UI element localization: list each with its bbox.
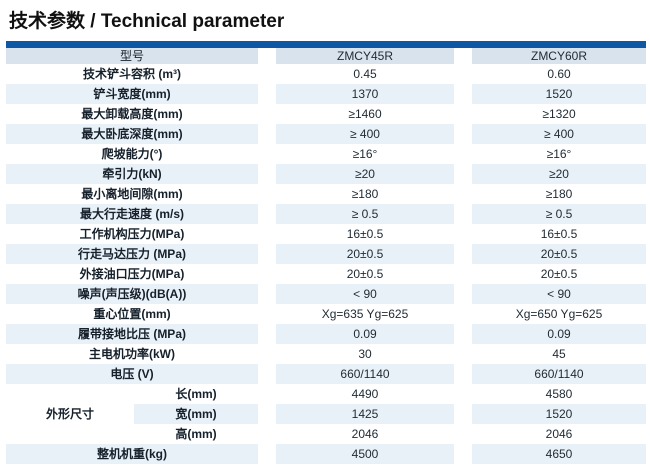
cell-value-zmcy60r: 2046 [454, 424, 646, 444]
cell-value-zmcy45r: 1425 [258, 404, 454, 424]
cell-value-zmcy60r: 45 [454, 344, 646, 364]
header-model-zmcy45r: ZMCY45R [258, 48, 454, 64]
table-row: 外接油口压力(MPa) 20±0.5 20±0.5 [6, 264, 646, 284]
cell-value-zmcy60r: 1520 [454, 404, 646, 424]
cell-value-zmcy45r: 2046 [258, 424, 454, 444]
row-label: 技术铲斗容积 (m³) [83, 67, 181, 81]
table-row: 重心位置(mm) Xg=635 Yg=625 Xg=650 Yg=625 [6, 304, 646, 324]
row-label: 最大行走速度 (m/s) [6, 204, 258, 224]
table-row: 整机机重(kg) 4500 4650 [6, 444, 646, 464]
cell-value-zmcy60r: 660/1140 [454, 364, 646, 384]
row-label: 爬坡能力(°) [101, 147, 163, 161]
table-row: 履带接地比压 (MPa) 0.09 0.09 [6, 324, 646, 344]
table-row: 噪声(声压级)(dB(A)) < 90 < 90 [6, 284, 646, 304]
table-accent-bar [6, 41, 646, 48]
table-row: 最大卧底深度(mm) ≥ 400 ≥ 400 [6, 124, 646, 144]
cell-value-zmcy60r: 1520 [454, 84, 646, 104]
cell-value-zmcy45r: ≥180 [258, 184, 454, 204]
table-row: 最大行走速度 (m/s) ≥ 0.5 ≥ 0.5 [6, 204, 646, 224]
table-header-row: 型号 ZMCY45R ZMCY60R [6, 48, 646, 64]
row-label: 噪声(声压级)(dB(A)) [6, 284, 258, 304]
table-body: 技术铲斗容积 (m³) 0.45 0.60 铲斗宽度(mm) 1370 1520 最大卸载高… [6, 64, 646, 464]
cell-value-zmcy45r: ≥20 [258, 164, 454, 184]
cell-value-zmcy60r: 0.60 [454, 64, 646, 84]
cell-value-zmcy45r: 660/1140 [258, 364, 454, 384]
cell-value-zmcy60r: ≥180 [454, 184, 646, 204]
dimension-row-label: 宽(mm) [134, 404, 258, 424]
row-label: 履带接地比压 (MPa) [6, 324, 258, 344]
row-label: 最大卸载高度(mm) [81, 107, 183, 121]
cell-value-zmcy45r: 4490 [258, 384, 454, 404]
table-row: 工作机构压力(MPa) 16±0.5 16±0.5 [6, 224, 646, 244]
cell-value-zmcy60r: 0.09 [454, 324, 646, 344]
cell-value-zmcy60r: < 90 [454, 284, 646, 304]
cell-value-zmcy45r: 30 [258, 344, 454, 364]
cell-value-zmcy45r: ≥ 400 [258, 124, 454, 144]
cell-value-zmcy60r: ≥1320 [454, 104, 646, 124]
table-row: 爬坡能力(°) ≥16° ≥16° [6, 144, 646, 164]
cell-value-zmcy45r: 20±0.5 [258, 264, 454, 284]
dimension-row-label: 高(mm) [175, 427, 217, 441]
cell-value-zmcy60r: 4650 [454, 444, 646, 464]
table-row: 最小离地间隙(mm) ≥180 ≥180 [6, 184, 646, 204]
cell-value-zmcy60r: 20±0.5 [454, 244, 646, 264]
cell-value-zmcy45r: 0.09 [258, 324, 454, 344]
dimension-row-label: 长(mm) [175, 387, 217, 401]
header-model-zmcy60r: ZMCY60R [454, 48, 646, 64]
row-label: 铲斗宽度(mm) [6, 84, 258, 104]
row-label: 重心位置(mm) [93, 307, 171, 321]
row-label: 行走马达压力 (MPa) [6, 244, 258, 264]
table-row: 技术铲斗容积 (m³) 0.45 0.60 [6, 64, 646, 84]
cell-value-zmcy45r: 0.45 [258, 64, 454, 84]
row-label: 外接油口压力(MPa) [79, 267, 185, 281]
technical-parameter-table: 型号 ZMCY45R ZMCY60R 技术铲斗容积 (m³) 0.45 0.60 铲斗… [6, 41, 646, 464]
table-row: 主电机功率(kW) 30 45 [6, 344, 646, 364]
cell-value-zmcy45r: 1370 [258, 84, 454, 104]
cell-value-zmcy45r: ≥ 0.5 [258, 204, 454, 224]
cell-value-zmcy60r: ≥ 400 [454, 124, 646, 144]
row-label: 最小离地间隙(mm) [81, 187, 183, 201]
weight-row-label: 整机机重(kg) [6, 444, 258, 464]
cell-value-zmcy45r: ≥16° [258, 144, 454, 164]
page-title: 技术参数 / Technical parameter [9, 11, 285, 32]
cell-value-zmcy60r: 20±0.5 [454, 264, 646, 284]
row-label: 主电机功率(kW) [89, 347, 175, 361]
cell-value-zmcy60r: 4580 [454, 384, 646, 404]
cell-value-zmcy60r: ≥20 [454, 164, 646, 184]
table-row: 铲斗宽度(mm) 1370 1520 [6, 84, 646, 104]
table-row: 电压 (V) 660/1140 660/1140 [6, 364, 646, 384]
cell-value-zmcy60r: ≥16° [454, 144, 646, 164]
row-label: 牵引力(kN) [6, 164, 258, 184]
cell-value-zmcy60r: Xg=650 Yg=625 [454, 304, 646, 324]
table-row: 行走马达压力 (MPa) 20±0.5 20±0.5 [6, 244, 646, 264]
cell-value-zmcy45r: 16±0.5 [258, 224, 454, 244]
cell-value-zmcy45r: Xg=635 Yg=625 [258, 304, 454, 324]
cell-value-zmcy45r: < 90 [258, 284, 454, 304]
cell-value-zmcy45r: ≥1460 [258, 104, 454, 124]
table-row: 牵引力(kN) ≥20 ≥20 [6, 164, 646, 184]
cell-value-zmcy60r: ≥ 0.5 [454, 204, 646, 224]
row-label: 电压 (V) [6, 364, 258, 384]
cell-value-zmcy60r: 16±0.5 [454, 224, 646, 244]
cell-value-zmcy45r: 4500 [258, 444, 454, 464]
dimension-group: 外形尺寸 长(mm) 4490 4580 宽(mm) 1425 1520 高(mm) 2046 2… [6, 384, 646, 444]
header-model-label: 型号 [6, 48, 258, 64]
cell-value-zmcy45r: 20±0.5 [258, 244, 454, 264]
dimension-group-label: 外形尺寸 [45, 407, 94, 421]
row-label: 工作机构压力(MPa) [79, 227, 185, 241]
row-label: 最大卧底深度(mm) [6, 124, 258, 144]
table-row: 最大卸载高度(mm) ≥1460 ≥1320 [6, 104, 646, 124]
